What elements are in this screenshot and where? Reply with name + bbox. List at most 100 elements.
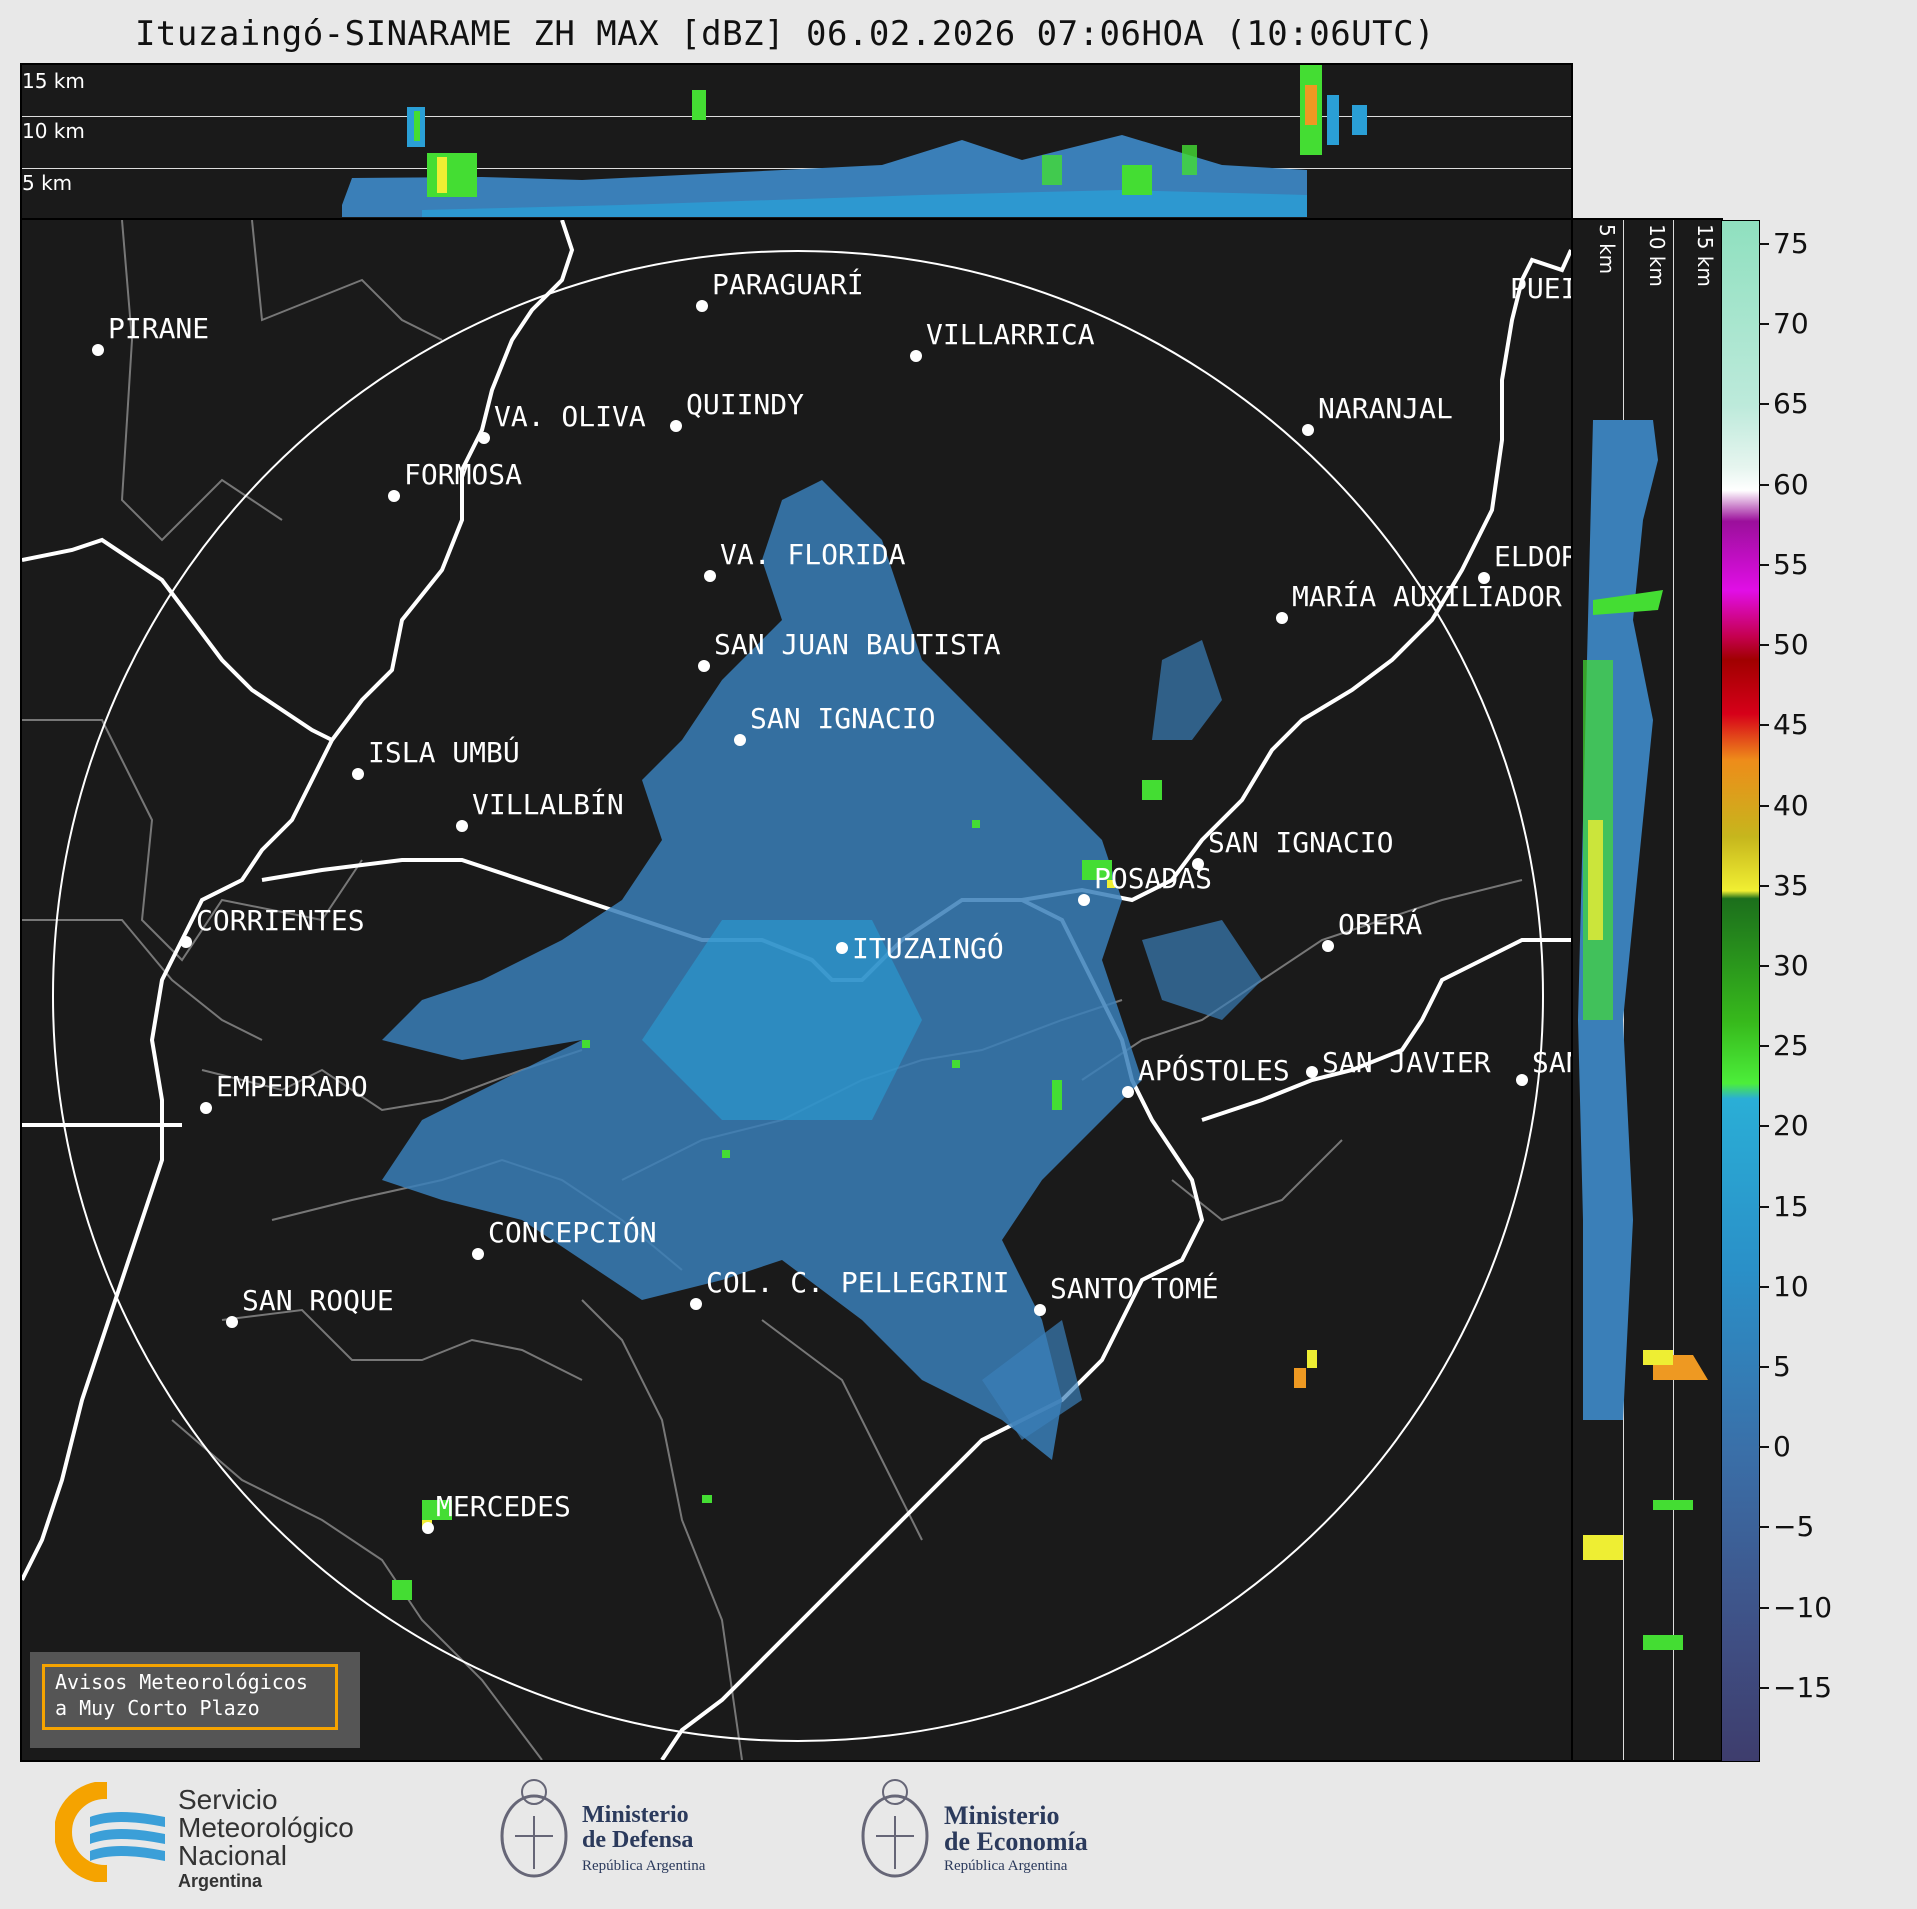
colorbar-tick — [1759, 403, 1769, 406]
top-cross-section: 15 km 10 km 5 km — [20, 63, 1573, 220]
city-dot[interactable] — [1078, 894, 1090, 906]
colorbar-tick-label: 20 — [1773, 1109, 1809, 1143]
colorbar-tick — [1759, 1205, 1769, 1208]
city-label: VILLALBÍN — [472, 788, 624, 821]
v10-label: 10 km — [1645, 224, 1669, 287]
city-dot-radar[interactable] — [836, 942, 848, 954]
city-label: MARÍA AUXILIADOR — [1292, 580, 1562, 613]
city-dot[interactable] — [1276, 612, 1288, 624]
city-label: EMPEDRADO — [216, 1070, 368, 1103]
colorbar-tick-label: 30 — [1773, 948, 1809, 982]
side-cross-section: 5 km 10 km 15 km — [1571, 218, 1723, 1762]
city-dot[interactable] — [696, 300, 708, 312]
h15-label: 15 km — [22, 69, 85, 93]
city-dot[interactable] — [1516, 1074, 1528, 1086]
defensa-line2: de Defensa — [582, 1827, 694, 1853]
avisos-line1: Avisos Meteorológicos — [55, 1670, 308, 1694]
map-graphics — [22, 220, 1571, 1760]
colorbar-tick-label: 35 — [1773, 868, 1809, 902]
city-dot[interactable] — [180, 936, 192, 948]
chart-title: Ituzaingó-SINARAME ZH MAX [dBZ] 06.02.20… — [134, 14, 1436, 54]
colorbar-tick — [1759, 243, 1769, 246]
colorbar-tick-label: 40 — [1773, 788, 1809, 822]
city-label: PIRANE — [108, 312, 210, 345]
colorbar-tick — [1759, 563, 1769, 566]
defensa-sub: República Argentina — [582, 1858, 706, 1874]
city-label: FORMOSA — [404, 458, 523, 491]
colorbar-tick-label: 5 — [1773, 1349, 1791, 1383]
colorbar-tick — [1759, 483, 1769, 486]
city-dot[interactable] — [1034, 1304, 1046, 1316]
city-dot[interactable] — [698, 660, 710, 672]
city-dot[interactable] — [226, 1316, 238, 1328]
colorbar-tick — [1759, 1606, 1769, 1609]
city-label: SAN IGNACIO — [1208, 826, 1394, 859]
colorbar-tick-label: 75 — [1773, 227, 1809, 261]
city-dot[interactable] — [690, 1298, 702, 1310]
colorbar-tick — [1759, 1526, 1769, 1529]
city-dot[interactable] — [1122, 1086, 1134, 1098]
colorbar-tick-label: 55 — [1773, 547, 1809, 581]
city-label: SAN IGNACIO — [750, 702, 936, 735]
city-label: QUIINDY — [686, 388, 805, 421]
city-label: VA. FLORIDA — [720, 538, 906, 571]
city-label: SAN ROQUE — [242, 1284, 394, 1317]
city-dot[interactable] — [1302, 424, 1314, 436]
city-label: ELDOR — [1494, 540, 1573, 573]
smn-line3: Nacional — [178, 1840, 287, 1871]
colorbar-tick-label: −15 — [1773, 1670, 1833, 1704]
city-label: NARANJAL — [1318, 392, 1453, 425]
avisos-badge[interactable]: Avisos Meteorológicos a Muy Corto Plazo — [30, 1652, 360, 1748]
colorbar-tick — [1759, 724, 1769, 727]
smn-line2: Meteorológico — [178, 1812, 354, 1843]
smn-line1: Servicio — [178, 1784, 278, 1815]
smn-logo-text: Servicio Meteorológico Nacional Argentin… — [178, 1786, 354, 1892]
colorbar-tick — [1759, 884, 1769, 887]
colorbar-tick-label: 60 — [1773, 467, 1809, 501]
colorbar-tick-label: 25 — [1773, 1029, 1809, 1063]
v5-label: 5 km — [1595, 224, 1619, 275]
city-dot[interactable] — [910, 350, 922, 362]
city-dot[interactable] — [352, 768, 364, 780]
colorbar-tick — [1759, 804, 1769, 807]
colorbar-tick — [1759, 1125, 1769, 1128]
city-dot[interactable] — [478, 432, 490, 444]
colorbar-tick — [1759, 644, 1769, 647]
city-dot[interactable] — [704, 570, 716, 582]
radar-map[interactable]: PARAGUARÍ PIRANE VILLARRICA VA. OLIVA QU… — [20, 218, 1573, 1762]
economia-sub: República Argentina — [944, 1858, 1068, 1874]
city-label: VA. OLIVA — [494, 400, 646, 433]
city-dot[interactable] — [1478, 572, 1490, 584]
h10-label: 10 km — [22, 119, 85, 143]
city-dot[interactable] — [1322, 940, 1334, 952]
colorbar-tick — [1759, 1365, 1769, 1368]
city-dot[interactable] — [472, 1248, 484, 1260]
smn-logo-icon — [55, 1782, 175, 1882]
city-label: MERCEDES — [436, 1490, 571, 1523]
smn-line4: Argentina — [178, 1871, 263, 1891]
h5-line — [22, 168, 1571, 169]
city-dot[interactable] — [670, 420, 682, 432]
avisos-line2: a Muy Corto Plazo — [55, 1696, 260, 1720]
avisos-box: Avisos Meteorológicos a Muy Corto Plazo — [42, 1664, 338, 1730]
city-label: PARAGUARÍ — [712, 268, 864, 301]
city-dot[interactable] — [388, 490, 400, 502]
city-dot[interactable] — [734, 734, 746, 746]
colorbar-tick-label: 15 — [1773, 1189, 1809, 1223]
colorbar-tick-label: 70 — [1773, 307, 1809, 341]
city-label: POSADAS — [1094, 862, 1213, 895]
city-dot[interactable] — [456, 820, 468, 832]
city-label: SAN JUAN BAUTISTA — [714, 628, 1001, 661]
city-dot[interactable] — [200, 1102, 212, 1114]
city-dot[interactable] — [1192, 858, 1204, 870]
colorbar-tick-label: 10 — [1773, 1269, 1809, 1303]
colorbar-tick — [1759, 1686, 1769, 1689]
city-dot[interactable] — [92, 344, 104, 356]
economia-logo-text: Ministerio de Economía — [944, 1803, 1088, 1855]
city-label: OBERÁ — [1338, 908, 1423, 941]
colorbar-tick — [1759, 1285, 1769, 1288]
colorbar-tick-label: −10 — [1773, 1590, 1833, 1624]
city-label: COL. C. PELLEGRINI — [706, 1266, 1010, 1299]
city-dot[interactable] — [422, 1522, 434, 1534]
economia-shield-icon — [861, 1779, 929, 1878]
